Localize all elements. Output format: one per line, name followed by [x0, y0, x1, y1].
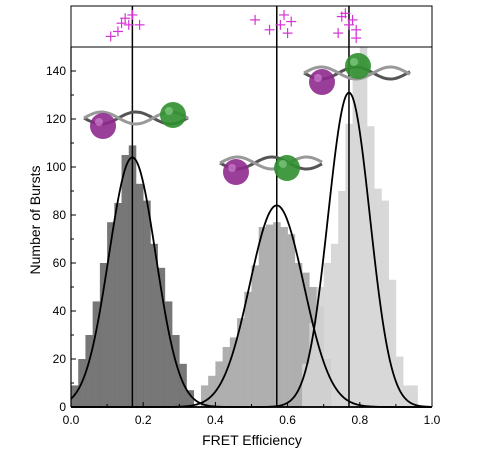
donor-dye: [309, 69, 335, 95]
dna-illustration-high: [303, 53, 411, 95]
x-tick-label: 0.6: [279, 413, 296, 427]
donor-dye: [90, 113, 116, 139]
plus-marker: [127, 9, 138, 20]
x-axis-title: FRET Efficiency: [202, 432, 302, 448]
plus-marker: [347, 14, 358, 25]
top-marker-panel: [70, 5, 433, 48]
dna-strand: [303, 65, 411, 81]
plus-marker: [286, 16, 297, 27]
acceptor-dye-highlight: [279, 160, 287, 168]
histogram-bar: [107, 222, 115, 407]
histogram-bar: [359, 47, 368, 407]
histogram-bar: [186, 390, 195, 407]
donor-dye: [223, 159, 249, 185]
x-tick-label: 0.2: [135, 413, 152, 427]
y-tick-label: 40: [53, 304, 67, 318]
histogram-bar: [403, 385, 411, 407]
histogram-bar: [367, 126, 375, 407]
histogram-bar: [244, 291, 252, 407]
histogram-bar: [309, 323, 317, 407]
dna-strand: [219, 155, 323, 171]
donor-dye-highlight: [314, 74, 322, 82]
y-axis-title: Number of Bursts: [27, 166, 43, 275]
donor-dye-highlight: [95, 118, 103, 126]
histogram-bar: [157, 267, 166, 407]
x-tick-label: 1.0: [424, 413, 441, 427]
plus-marker: [264, 24, 275, 35]
histogram-bar: [150, 243, 158, 407]
plus-marker: [120, 13, 131, 24]
histogram-bar: [164, 301, 173, 407]
plus-marker: [282, 28, 293, 39]
histogram-bar: [265, 224, 274, 407]
axes: 0.0 0.2 0.4 0.6 0.8 1.0 0 20 40 60 80 100 120 140: [46, 46, 441, 427]
histogram-bar: [229, 337, 238, 407]
histogram-bar: [258, 227, 267, 407]
plus-marker: [134, 19, 145, 30]
histogram-bars: [71, 47, 418, 408]
x-tick-label: 0.8: [351, 413, 368, 427]
histogram-bar: [200, 385, 209, 407]
y-tick-label: 0: [59, 400, 66, 414]
histogram-bar: [135, 183, 144, 407]
histogram-bar: [143, 200, 151, 407]
donor-dye-highlight: [228, 164, 236, 172]
top-panel-frame: [70, 5, 433, 48]
y-tick-label: 60: [53, 256, 67, 270]
acceptor-dye-highlight: [165, 107, 173, 115]
histogram-bar: [85, 335, 93, 407]
acceptor-dye: [160, 102, 186, 128]
y-tick-label: 140: [46, 64, 66, 78]
y-tick-label: 20: [53, 352, 67, 366]
histogram-bar: [114, 203, 122, 407]
acceptor-dye: [345, 53, 371, 79]
histogram-bar: [330, 243, 339, 407]
histogram-bar: [302, 363, 310, 407]
plus-marker: [333, 28, 344, 39]
x-tick-label: 0.4: [207, 413, 224, 427]
histogram-bar: [410, 385, 418, 407]
histogram-bar: [316, 287, 324, 407]
histogram-bar: [302, 272, 310, 407]
histogram-bar: [388, 279, 397, 407]
acceptor-dye: [274, 155, 300, 181]
histogram-bar: [92, 301, 101, 407]
histogram-bar: [381, 200, 389, 407]
histogram-bar: [208, 375, 216, 407]
plus-marker: [278, 9, 289, 20]
histogram-bar: [374, 188, 382, 407]
histogram-bar: [215, 361, 223, 407]
plus-marker: [351, 33, 362, 44]
y-tick-label: 100: [46, 160, 66, 174]
plus-marker: [250, 14, 261, 25]
histogram-bar: [222, 347, 231, 407]
histogram-bar: [338, 191, 346, 407]
plus-marker: [105, 31, 116, 42]
histogram-bar: [294, 263, 303, 407]
histogram-bar: [237, 318, 245, 407]
histogram-bar: [251, 265, 260, 407]
acceptor-dye-highlight: [350, 58, 358, 66]
histogram-bar: [280, 227, 288, 407]
histogram-bar: [172, 335, 180, 407]
dna-dye-illustrations: [83, 53, 411, 185]
y-tick-label: 80: [53, 208, 67, 222]
histogram-bar: [71, 385, 79, 407]
histogram-bar: [179, 363, 187, 407]
dna-illustration-low: [83, 102, 189, 139]
histogram-bar: [287, 234, 296, 407]
plus-marker: [275, 19, 286, 30]
y-tick-label: 120: [46, 112, 66, 126]
histogram-bar: [395, 356, 404, 407]
histogram-bar: [323, 263, 332, 407]
plus-marker: [123, 19, 134, 30]
plus-marker: [340, 8, 351, 19]
dna-illustration-mid: [219, 155, 323, 185]
histogram-bar: [121, 155, 130, 407]
x-tick-label: 0.0: [63, 413, 80, 427]
histogram-bar: [352, 63, 361, 408]
histogram-bar: [99, 263, 108, 407]
plus-marker: [112, 26, 123, 37]
